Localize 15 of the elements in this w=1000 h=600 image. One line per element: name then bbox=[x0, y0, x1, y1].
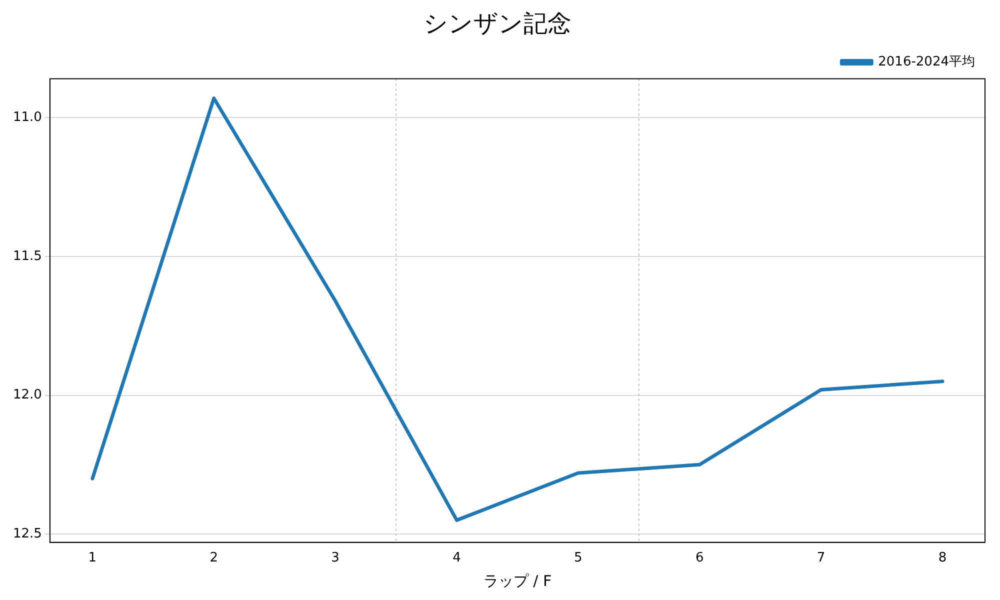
legend-label: 2016-2024平均 bbox=[878, 54, 975, 70]
x-tick-label: 6 bbox=[695, 550, 704, 566]
x-tick-label: 7 bbox=[816, 550, 826, 566]
x-tick-label: 5 bbox=[574, 550, 582, 566]
chart-title: シンザン記念 bbox=[424, 10, 572, 38]
x-tick-label: 2 bbox=[210, 550, 218, 566]
y-tick-label: 11.5 bbox=[12, 248, 42, 264]
x-tick-label: 3 bbox=[331, 550, 340, 566]
x-axis-title: ラップ / F bbox=[483, 572, 552, 590]
x-tick-label: 4 bbox=[452, 550, 461, 566]
y-tick-label: 11.0 bbox=[12, 110, 42, 126]
y-tick-label: 12.0 bbox=[12, 388, 42, 403]
x-tick-label: 1 bbox=[88, 550, 97, 566]
x-tick-label: 8 bbox=[938, 550, 947, 566]
y-tick-label: 12.5 bbox=[12, 526, 42, 542]
